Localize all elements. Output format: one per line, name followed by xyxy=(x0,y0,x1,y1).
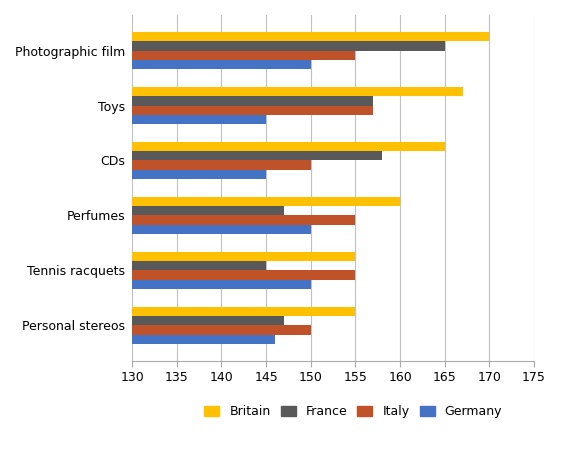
Bar xyxy=(132,206,284,215)
Bar xyxy=(132,306,356,316)
Bar xyxy=(132,252,356,261)
Bar xyxy=(132,261,266,270)
Bar xyxy=(132,160,311,170)
Bar xyxy=(132,215,356,225)
Legend: Britain, France, Italy, Germany: Britain, France, Italy, Germany xyxy=(201,402,506,422)
Bar xyxy=(132,32,489,42)
Bar xyxy=(132,42,445,51)
Bar xyxy=(132,142,445,151)
Bar xyxy=(132,151,382,160)
Bar xyxy=(132,170,266,179)
Bar xyxy=(132,51,356,60)
Bar xyxy=(132,96,373,106)
Bar xyxy=(132,270,356,279)
Bar xyxy=(132,115,266,124)
Bar xyxy=(132,225,311,234)
Bar xyxy=(132,87,463,96)
Bar xyxy=(132,197,400,206)
Bar xyxy=(132,335,275,344)
Bar xyxy=(132,106,373,115)
Bar xyxy=(132,279,311,289)
Bar xyxy=(132,325,311,335)
Bar xyxy=(132,60,311,69)
Bar xyxy=(132,316,284,325)
